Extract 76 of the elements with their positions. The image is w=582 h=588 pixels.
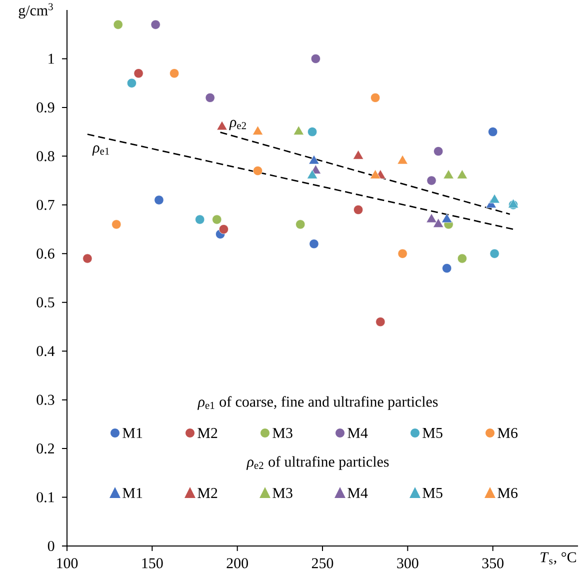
y-tick-label: 0.6 xyxy=(36,248,54,259)
point xyxy=(398,248,408,258)
legend-label: M6 xyxy=(498,428,518,438)
legend-label: M1 xyxy=(122,488,142,498)
x-axis-title: T$_{s}$, °C xyxy=(540,552,576,564)
legend-label: M5 xyxy=(422,488,442,498)
point xyxy=(112,220,122,230)
y-tick-label: 0.4 xyxy=(36,346,55,356)
y-tick-label: 0.3 xyxy=(36,394,54,405)
annotation: ρ$_{e2}$ of ultrafine particles xyxy=(246,456,389,470)
legend-label: M4 xyxy=(348,488,368,498)
point xyxy=(195,214,205,224)
point xyxy=(456,169,468,179)
point xyxy=(212,214,222,224)
point xyxy=(134,68,144,78)
y-tick-label: 0.9 xyxy=(36,102,54,113)
y-tick-label: 0 xyxy=(48,540,54,552)
point xyxy=(310,54,320,64)
point xyxy=(306,169,318,179)
point xyxy=(376,317,386,327)
point xyxy=(307,127,318,137)
legend-label: M5 xyxy=(422,428,442,438)
point xyxy=(490,248,500,258)
x-tick-label: 300 xyxy=(397,558,418,568)
point xyxy=(426,176,436,186)
x-tick-label: 250 xyxy=(312,558,334,568)
legend-label: M1 xyxy=(122,428,142,438)
point xyxy=(426,213,437,223)
y-tick-label: 0.2 xyxy=(36,443,54,454)
point xyxy=(488,127,498,137)
point xyxy=(296,220,306,230)
point xyxy=(441,213,452,223)
point xyxy=(308,154,320,164)
point xyxy=(442,263,452,274)
point xyxy=(216,120,228,130)
point xyxy=(443,169,454,179)
point xyxy=(489,194,500,204)
point xyxy=(252,126,264,136)
point xyxy=(397,154,408,164)
y-tick-label: 0.5 xyxy=(36,297,54,308)
point xyxy=(370,92,380,103)
series-label: ρ$_{e1}$ xyxy=(92,145,110,156)
y-axis-title: g/cm$^{3}$ xyxy=(18,3,53,19)
legend-label: M3 xyxy=(272,488,292,498)
point xyxy=(293,126,304,136)
point xyxy=(370,169,381,179)
y-tick-label: 0.8 xyxy=(36,151,54,162)
y-tick-label: 0.7 xyxy=(36,200,54,210)
point xyxy=(432,218,444,228)
x-tick-label: 100 xyxy=(57,558,78,568)
point xyxy=(457,254,467,264)
point xyxy=(218,224,229,234)
x-tick-label: 200 xyxy=(226,558,248,568)
point xyxy=(113,20,123,30)
legend-label: M6 xyxy=(498,488,518,498)
point xyxy=(352,150,364,160)
point xyxy=(154,195,164,205)
point xyxy=(150,20,160,30)
legend-label: M2 xyxy=(198,428,218,438)
x-tick-label: 350 xyxy=(482,558,504,568)
point xyxy=(353,204,364,215)
point xyxy=(205,92,215,103)
point xyxy=(170,68,180,78)
point xyxy=(126,78,137,88)
y-tick-label: 1 xyxy=(48,54,54,64)
series-label: ρ$_{e2}$ xyxy=(229,120,246,130)
point xyxy=(82,254,92,264)
y-tick-label: 0.1 xyxy=(36,492,54,502)
point xyxy=(309,239,319,249)
point xyxy=(252,166,263,176)
annotation: ρ$_{e1}$ of coarse, fine and ultrafine particles xyxy=(197,396,438,410)
point xyxy=(434,146,444,156)
x-tick-label: 150 xyxy=(142,558,163,568)
legend-label: M3 xyxy=(272,428,292,438)
legend-label: M2 xyxy=(198,488,218,498)
legend-label: M4 xyxy=(348,428,368,438)
